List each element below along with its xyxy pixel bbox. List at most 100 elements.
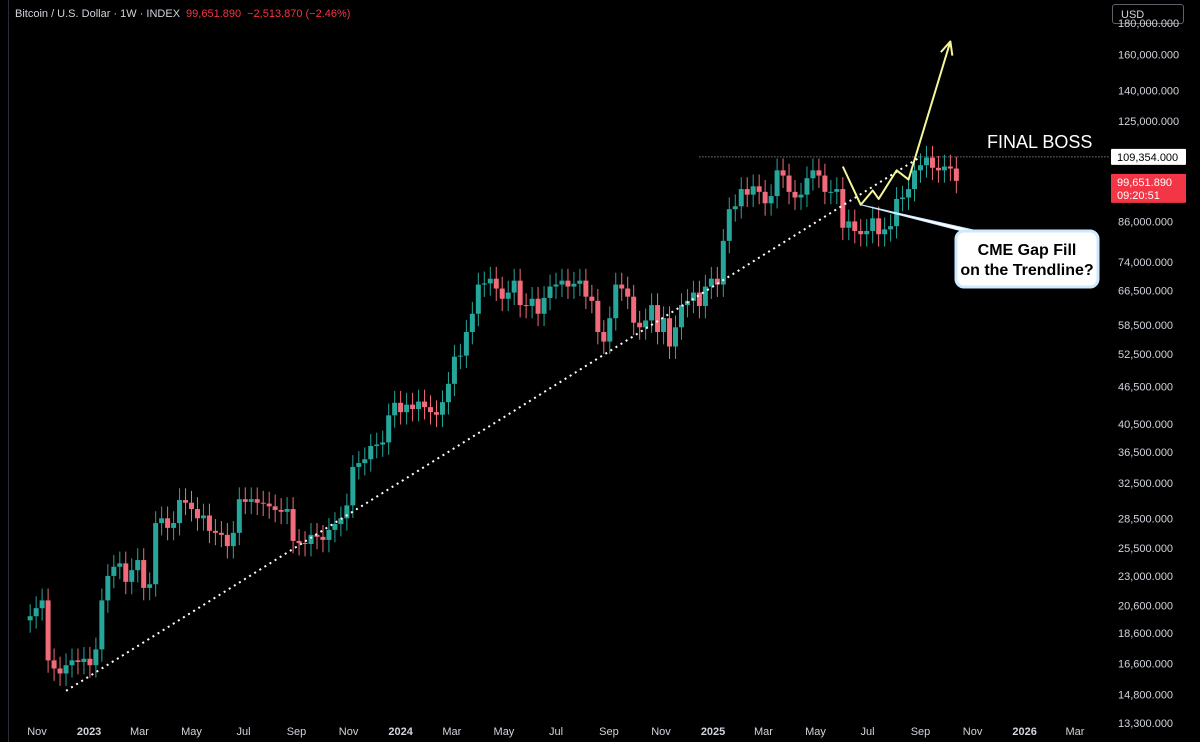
candle [81,646,87,675]
candle [296,529,302,556]
candle-body [463,331,469,356]
candle [583,268,589,310]
candle-body [720,240,726,285]
candle-body [183,500,189,503]
candle [439,390,445,428]
candle-body [529,298,535,306]
candle-body [194,509,200,519]
candle [141,548,147,601]
candle [870,206,876,244]
candle [541,286,547,327]
candle [613,272,619,331]
candle [493,266,499,301]
candle-body [541,297,547,314]
callout-text-line: CME Gap Fill [978,242,1077,259]
candle [708,266,714,299]
candle [947,154,953,181]
candle [667,306,673,359]
candle [643,308,649,340]
x-tick-label: Mar [442,726,461,738]
candle-body [111,566,117,576]
x-tick-label: Mar [1066,726,1085,738]
candle-body [762,191,768,204]
x-tick-label: 2023 [77,726,101,738]
candle [834,177,840,205]
candle [702,274,708,319]
candle-body [254,499,260,503]
candle [595,289,601,345]
candle-body [93,649,99,666]
candle [338,506,344,537]
candle-body [266,503,272,507]
candle [386,403,392,455]
y-tick-label: 32,500.000 [1118,478,1173,490]
candle-body [338,518,344,525]
candle [374,432,380,459]
candle-body [559,280,565,285]
candle [828,180,834,205]
candle-body [129,570,135,582]
candle [649,293,655,333]
projection-arrowhead [940,40,954,56]
candle [535,286,541,327]
candle [750,174,756,208]
candle-body [505,292,511,299]
y-tick-label: 20,600.000 [1118,601,1173,613]
candle [577,268,583,297]
candle [523,293,529,319]
candle-body [362,459,368,464]
x-tick-label: May [181,726,202,738]
candle-body [326,529,332,540]
currency-selector[interactable]: USD [1112,4,1184,24]
candle-body [242,499,248,502]
y-tick-label: 16,600.000 [1118,659,1173,671]
candle-body [236,499,242,533]
candle [529,286,535,319]
candle [230,521,236,559]
candle-body [212,530,218,533]
candle [260,490,266,516]
symbol-title[interactable]: Bitcoin / U.S. Dollar · 1W · INDEX [15,8,181,20]
candle [63,653,69,686]
candle-body [63,665,69,674]
candle [350,455,356,518]
y-tick-label: 160,000.000 [1118,50,1179,62]
y-tick-label: 52,500.000 [1118,349,1173,361]
candle [816,158,822,188]
candle-body [912,170,918,190]
y-tick-label: 125,000.000 [1118,116,1179,128]
candle [696,280,702,319]
candle-body [864,230,870,235]
candle-body [404,404,410,413]
candle-body [708,278,714,287]
candle [917,153,923,183]
candle [547,274,553,311]
candle-body [882,229,888,235]
candle [183,488,189,516]
candle-body [756,186,762,192]
candle-body [655,305,661,332]
candle-body [159,518,165,524]
candle-body [858,230,864,235]
x-tick-label: May [494,726,515,738]
candle-body [631,296,637,323]
candle [45,588,51,673]
candle-body [577,280,583,284]
annotation-final-boss: FINAL BOSS [987,132,1092,152]
candle-body [177,500,183,524]
candle [935,155,941,183]
candle [906,177,912,210]
candle [129,558,135,595]
candle [858,219,864,247]
x-tick-label: Nov [27,726,47,738]
candle [690,280,696,314]
candle-body [822,175,828,192]
y-tick-label: 28,500.000 [1118,513,1173,525]
x-axis: Nov 2023 Mar May Jul Sep Nov 2024 Mar May Jul Sep No… [27,726,1085,738]
candle [780,158,786,188]
candle [768,184,774,216]
candle-body [290,509,296,541]
x-tick-label: Jul [549,726,563,738]
candle [457,343,463,370]
